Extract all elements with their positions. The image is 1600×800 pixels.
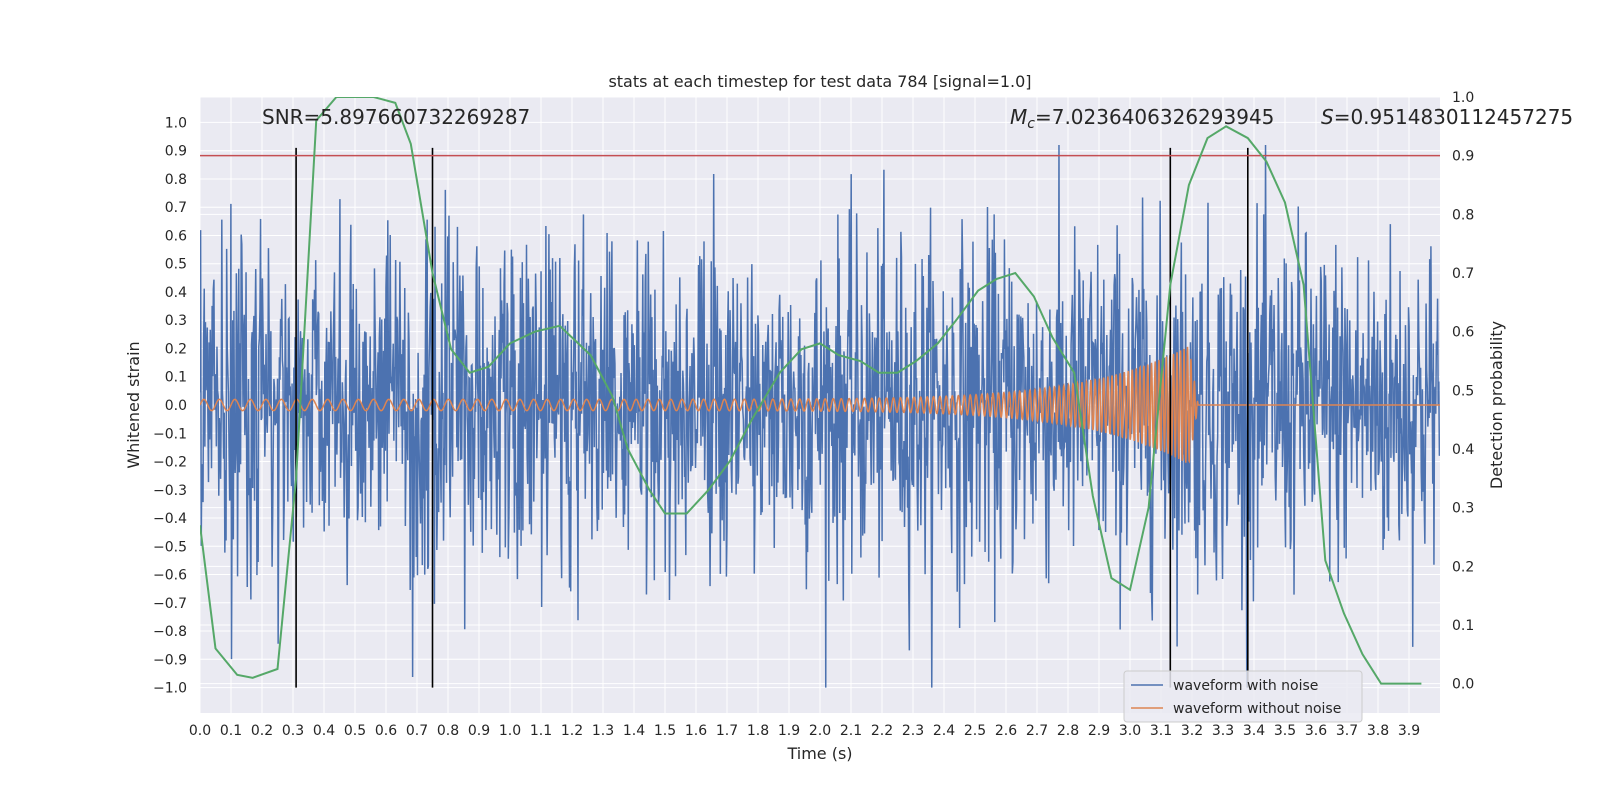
y2-tick-label: 0.5 (1452, 383, 1474, 399)
y-tick-label: 0.9 (165, 144, 187, 160)
legend-label-noise: waveform with noise (1173, 678, 1318, 694)
y-tick-label: 0.0 (165, 398, 187, 414)
legend-label-clean: waveform without noise (1173, 701, 1341, 717)
x-tick-label: 1.9 (778, 723, 800, 739)
x-tick-label: 3.8 (1367, 723, 1389, 739)
x-tick-label: 1.5 (654, 723, 676, 739)
legend: waveform with noise waveform without noi… (1123, 670, 1363, 723)
x-tick-label: 3.6 (1305, 723, 1327, 739)
x-tick-label: 2.7 (1026, 723, 1048, 739)
y-tick-label: −0.6 (153, 568, 187, 584)
x-tick-label: 0.2 (251, 723, 273, 739)
x-tick-label: 3.7 (1336, 723, 1358, 739)
y-tick-label: 0.3 (165, 313, 187, 329)
x-tick-label: 0.7 (406, 723, 428, 739)
y2-tick-label: 0.2 (1452, 559, 1474, 575)
y-tick-label: −0.2 (153, 455, 187, 471)
x-tick-label: 2.4 (933, 723, 955, 739)
x-tick-label: 3.5 (1274, 723, 1296, 739)
vertical-markers (295, 147, 1249, 688)
y-tick-label: 0.7 (165, 200, 187, 216)
x-tick-label: 1.3 (592, 723, 614, 739)
x-tick-label: 2.6 (995, 723, 1017, 739)
detection-probability-line (200, 97, 1422, 685)
waveform-without-noise-line (200, 346, 1440, 464)
y-tick-label: 1.0 (165, 115, 187, 131)
y2-tick-label: 0.8 (1452, 207, 1474, 223)
y2-tick-label: 0.3 (1452, 501, 1474, 517)
y-tick-label: 0.8 (165, 172, 187, 188)
x-tick-label: 2.5 (964, 723, 986, 739)
x-tick-label: 3.0 (1119, 723, 1141, 739)
x-tick-label: 1.6 (685, 723, 707, 739)
x-tick-label: 1.7 (716, 723, 738, 739)
x-tick-label: 1.2 (561, 723, 583, 739)
y2-axis-label: Detection probability (1487, 321, 1506, 489)
x-tick-label: 1.8 (747, 723, 769, 739)
x-tick-label: 0.6 (375, 723, 397, 739)
y-tick-label: −0.1 (153, 426, 187, 442)
y2-tick-label: 0.9 (1452, 149, 1474, 165)
y2-tick-label: 0.0 (1452, 677, 1474, 693)
y2-tick-label: 0.1 (1452, 618, 1474, 634)
y2-tick-label: 0.7 (1452, 266, 1474, 282)
x-tick-label: 2.0 (809, 723, 831, 739)
y2-tick-labels: 0.0 0.1 0.2 0.3 0.4 0.5 0.6 0.7 0.8 0.9 1.0 (1452, 90, 1474, 693)
x-tick-label: 0.8 (437, 723, 459, 739)
x-tick-label: 0.4 (313, 723, 335, 739)
x-tick-label: 0.5 (344, 723, 366, 739)
x-tick-labels: 0.0 0.1 0.2 0.3 0.4 0.5 0.6 0.7 0.8 0.9 1.0 1.1 1.2 1… (189, 723, 1420, 739)
y2-tick-label: 1.0 (1452, 90, 1474, 106)
snr-annotation: SNR=5.897660732269287 (262, 105, 530, 129)
x-tick-label: 2.2 (871, 723, 893, 739)
legend-box (1123, 670, 1363, 723)
y-tick-label: −0.4 (153, 511, 187, 527)
chirp-mass-annotation: Mc=7.0236406326293945 (1010, 105, 1274, 132)
y-tick-label: −0.8 (153, 624, 187, 640)
y-axis-label: Whitened strain (124, 341, 143, 468)
s-symbol: S (1321, 105, 1334, 129)
x-tick-label: 2.9 (1088, 723, 1110, 739)
x-tick-label: 3.3 (1212, 723, 1234, 739)
chirp-mass-subscript: c (1027, 116, 1035, 132)
y-tick-label: −1.0 (153, 681, 187, 697)
x-tick-label: 1.0 (499, 723, 521, 739)
x-tick-label: 0.0 (189, 723, 211, 739)
s-value: =0.9514830112457275 (1334, 105, 1573, 129)
x-axis-label: Time (s) (786, 744, 852, 763)
x-tick-label: 3.4 (1243, 723, 1265, 739)
x-tick-label: 3.2 (1181, 723, 1203, 739)
y-tick-label: 0.1 (165, 370, 187, 386)
y2-tick-label: 0.6 (1452, 325, 1474, 341)
x-tick-label: 1.1 (530, 723, 552, 739)
s-annotation: S=0.9514830112457275 (1321, 105, 1573, 129)
x-tick-label: 3.1 (1150, 723, 1172, 739)
x-tick-label: 3.9 (1398, 723, 1420, 739)
x-tick-label: 2.1 (840, 723, 862, 739)
chart-title: stats at each timestep for test data 784… (608, 72, 1031, 91)
y-tick-label: 0.4 (165, 285, 187, 301)
y-tick-label: −0.3 (153, 483, 187, 499)
y-tick-label: −0.7 (153, 596, 187, 612)
x-tick-label: 2.8 (1057, 723, 1079, 739)
y-tick-label: 0.2 (165, 341, 187, 357)
chirp-mass-value: =7.0236406326293945 (1035, 105, 1274, 129)
x-tick-label: 0.1 (220, 723, 242, 739)
x-tick-label: 0.3 (282, 723, 304, 739)
chirp-mass-symbol: M (1010, 105, 1027, 129)
x-tick-label: 1.4 (623, 723, 645, 739)
x-tick-label: 0.9 (468, 723, 490, 739)
y-tick-label: 0.5 (165, 257, 187, 273)
waveform-with-noise-line (200, 145, 1440, 688)
y-tick-label: 0.6 (165, 228, 187, 244)
y2-tick-label: 0.4 (1452, 442, 1474, 458)
y-tick-label: −0.5 (153, 539, 187, 555)
x-tick-label: 2.3 (902, 723, 924, 739)
y-tick-labels: 1.0 0.9 0.8 0.7 0.6 0.5 0.4 0.3 0.2 0.1 0.0 −0.1 −0.… (153, 115, 187, 696)
y-tick-label: −0.9 (153, 652, 187, 668)
